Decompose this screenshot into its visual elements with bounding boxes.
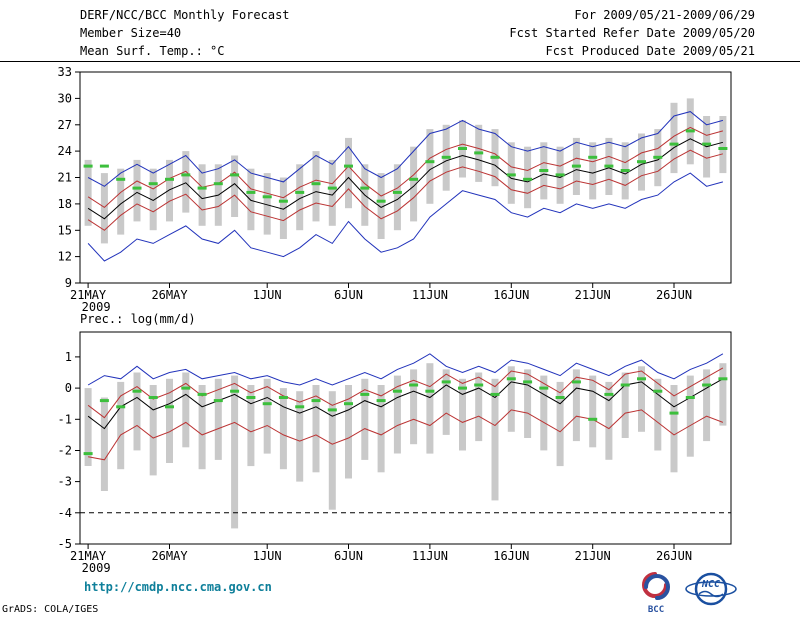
y-tick-label: 15 [58, 223, 72, 237]
x-tick-label: 26JUN [656, 288, 692, 302]
y-tick-label: 12 [58, 250, 72, 264]
forecast-range-label: For 2009/05/21-2009/06/29 [574, 8, 755, 22]
x-tick-label: 26JUN [656, 549, 692, 563]
x-year-label: 2009 [82, 300, 111, 314]
x-tick-label: 21JUN [575, 288, 611, 302]
y-tick-label: 0 [65, 381, 72, 395]
mean-plus-std-line [87, 367, 724, 419]
x-tick-label: 1JUN [253, 288, 282, 302]
grads-credit: GrADS: COLA/IGES [2, 604, 99, 615]
x-tick-label: 11JUN [412, 549, 448, 563]
y-tick-label: 18 [58, 197, 72, 211]
x-tick-label: 16JUN [493, 288, 529, 302]
x-tick-label: 16JUN [493, 549, 529, 563]
x-tick-label: 21MAY [70, 549, 107, 563]
x-year-label: 2009 [82, 561, 111, 575]
ncc-logo-wave [698, 590, 724, 598]
refer-date-label: Fcst Started Refer Date 2009/05/20 [509, 26, 755, 40]
x-tick-label: 11JUN [412, 288, 448, 302]
x-tick-label: 26MAY [151, 549, 188, 563]
precip-chart-title: Prec.: log(mm/d) [80, 312, 196, 326]
y-tick-label: 33 [58, 65, 72, 79]
ncc-logo: NCC [685, 572, 737, 606]
ensemble-max-line [87, 111, 724, 187]
ensemble-spread-bars [84, 363, 727, 529]
y-tick-label: -5 [58, 537, 72, 551]
temp-chart-title: Mean Surf. Temp.: °C [80, 44, 225, 58]
y-tick-label: -1 [58, 412, 72, 426]
produced-date-label: Fcst Produced Date 2009/05/21 [545, 44, 755, 58]
bcc-logo: BCC [642, 572, 670, 614]
bcc-logo-swirl [642, 572, 670, 600]
y-tick-label: 21 [58, 171, 72, 185]
header-divider [0, 61, 800, 62]
x-tick-label: 1JUN [253, 549, 282, 563]
bcc-logo-label: BCC [648, 605, 664, 614]
y-tick-label: 9 [65, 276, 72, 290]
ensemble-mean-line [87, 378, 724, 430]
mean-minus-std-line [88, 409, 724, 461]
ncc-logo-orbit [685, 581, 737, 597]
ncc-logo-label: NCC [701, 579, 720, 590]
plot-frame [79, 331, 732, 545]
plot-frame [79, 71, 732, 284]
observation-dashes [83, 377, 728, 456]
ncc-logo-globe [694, 572, 728, 606]
x-tick-label: 26MAY [151, 288, 188, 302]
plot-title: DERF/NCC/BCC Monthly Forecast [80, 8, 290, 22]
x-tick-label: 21JUN [575, 549, 611, 563]
mean-minus-std-line [87, 149, 724, 231]
site-url: http://cmdp.ncc.cma.gov.cn [84, 580, 272, 594]
mean-plus-std-line [87, 126, 724, 209]
ensemble-max-line [87, 353, 724, 386]
y-tick-label: -4 [58, 506, 72, 520]
x-tick-label: 6JUN [334, 549, 363, 563]
ensemble-min-line [87, 172, 724, 262]
y-tick-label: 30 [58, 91, 72, 105]
member-size-label: Member Size=40 [80, 26, 182, 40]
y-tick-label: -2 [58, 444, 72, 458]
x-tick-label: 6JUN [334, 288, 363, 302]
y-tick-label: 1 [65, 350, 72, 364]
x-tick-label: 21MAY [70, 288, 107, 302]
y-tick-label: -3 [58, 475, 72, 489]
y-tick-label: 24 [58, 144, 72, 158]
y-tick-label: 27 [58, 118, 72, 132]
ensemble-mean-line [87, 138, 724, 220]
observation-dashes [83, 129, 728, 203]
